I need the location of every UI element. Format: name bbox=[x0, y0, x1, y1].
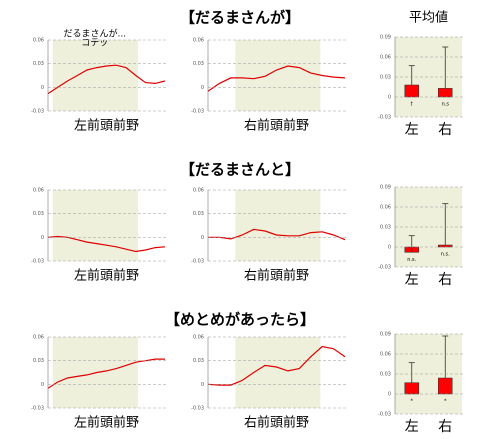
stimulus-region bbox=[235, 337, 321, 408]
signal-line bbox=[47, 235, 166, 253]
stimulus-region bbox=[235, 190, 321, 261]
row-heading: 【めとめがあったら】 bbox=[165, 311, 315, 329]
y-tick-label: 0.06 bbox=[380, 55, 391, 61]
stimulus-region bbox=[52, 190, 139, 261]
y-tick-label: -0.03 bbox=[378, 265, 391, 271]
y-tick-label: 0.03 bbox=[33, 211, 44, 217]
y-tick-label: 0 bbox=[388, 392, 391, 398]
x-axis-label: 右前頭前野 bbox=[244, 118, 309, 134]
annotation: コテッ bbox=[81, 38, 108, 49]
y-tick-label: 0.03 bbox=[193, 211, 204, 217]
y-tick-label: 0 bbox=[388, 95, 391, 101]
y-tick-label: -0.03 bbox=[31, 406, 44, 412]
x-axis-label: 右前頭前野 bbox=[244, 415, 309, 431]
significance-label: n.s. bbox=[441, 252, 450, 258]
y-tick-label: 0 bbox=[201, 235, 204, 241]
row-heading: 【だるまさんと】 bbox=[180, 161, 300, 179]
y-tick-label: 0.06 bbox=[380, 205, 391, 211]
y-tick-label: 0.06 bbox=[33, 335, 44, 341]
y-tick-label: -0.03 bbox=[31, 259, 44, 265]
category-label: 右 bbox=[438, 419, 452, 435]
panel-title: 平均値 bbox=[409, 10, 448, 26]
significance-label: * bbox=[444, 399, 447, 405]
y-tick-label: -0.03 bbox=[191, 109, 204, 115]
y-tick-label: 0.03 bbox=[33, 358, 44, 364]
stimulus-region bbox=[235, 40, 321, 111]
x-axis-label: 左前頭前野 bbox=[74, 415, 139, 431]
y-tick-label: 0.03 bbox=[193, 61, 204, 67]
x-axis-label: 右前頭前野 bbox=[244, 268, 309, 284]
y-tick-label: -0.03 bbox=[31, 109, 44, 115]
y-tick-label: 0 bbox=[41, 382, 44, 388]
bar bbox=[404, 382, 419, 395]
y-tick-label: 0.09 bbox=[380, 35, 391, 41]
category-label: 右 bbox=[438, 122, 452, 138]
bar bbox=[438, 244, 453, 248]
category-label: 左 bbox=[405, 122, 419, 138]
bar bbox=[404, 84, 419, 98]
signal-line bbox=[47, 64, 166, 95]
y-tick-label: 0.06 bbox=[33, 38, 44, 44]
y-tick-label: 0.03 bbox=[380, 225, 391, 231]
signal-line bbox=[207, 65, 346, 92]
y-tick-label: 0 bbox=[41, 235, 44, 241]
y-tick-label: 0.06 bbox=[193, 188, 204, 194]
y-tick-label: 0.06 bbox=[380, 352, 391, 358]
x-axis-label: 左前頭前野 bbox=[74, 268, 139, 284]
y-tick-label: 0.06 bbox=[33, 188, 44, 194]
significance-label: n.s bbox=[442, 102, 450, 108]
row-heading: 【だるまさんが】 bbox=[180, 9, 300, 27]
y-tick-label: -0.03 bbox=[378, 412, 391, 418]
category-label: 右 bbox=[438, 272, 452, 288]
y-tick-label: 0 bbox=[201, 382, 204, 388]
significance-label: * bbox=[411, 399, 414, 405]
bar bbox=[438, 88, 453, 98]
annotation: だるまさんが... bbox=[64, 28, 127, 40]
y-tick-label: 0 bbox=[41, 85, 44, 91]
y-tick-label: -0.03 bbox=[378, 115, 391, 121]
category-label: 左 bbox=[405, 272, 419, 288]
y-tick-label: -0.03 bbox=[191, 259, 204, 265]
y-tick-label: 0.03 bbox=[380, 372, 391, 378]
y-tick-label: 0 bbox=[388, 245, 391, 251]
y-tick-label: 0.03 bbox=[33, 61, 44, 67]
x-axis-label: 左前頭前野 bbox=[74, 118, 139, 134]
y-tick-label: 0.03 bbox=[193, 358, 204, 364]
y-tick-label: 0.06 bbox=[193, 335, 204, 341]
significance-label: † bbox=[411, 102, 414, 108]
stimulus-region bbox=[52, 40, 139, 111]
category-label: 左 bbox=[405, 419, 419, 435]
significance-label: n.s. bbox=[407, 257, 416, 263]
signal-line bbox=[208, 228, 346, 241]
y-tick-label: 0.09 bbox=[380, 185, 391, 191]
y-tick-label: 0.06 bbox=[193, 38, 204, 44]
bar bbox=[438, 377, 453, 395]
y-tick-label: -0.03 bbox=[191, 406, 204, 412]
y-tick-label: 0.03 bbox=[380, 75, 391, 81]
y-tick-label: 0.09 bbox=[380, 332, 391, 338]
signal-line bbox=[207, 345, 346, 386]
y-tick-label: 0 bbox=[201, 85, 204, 91]
